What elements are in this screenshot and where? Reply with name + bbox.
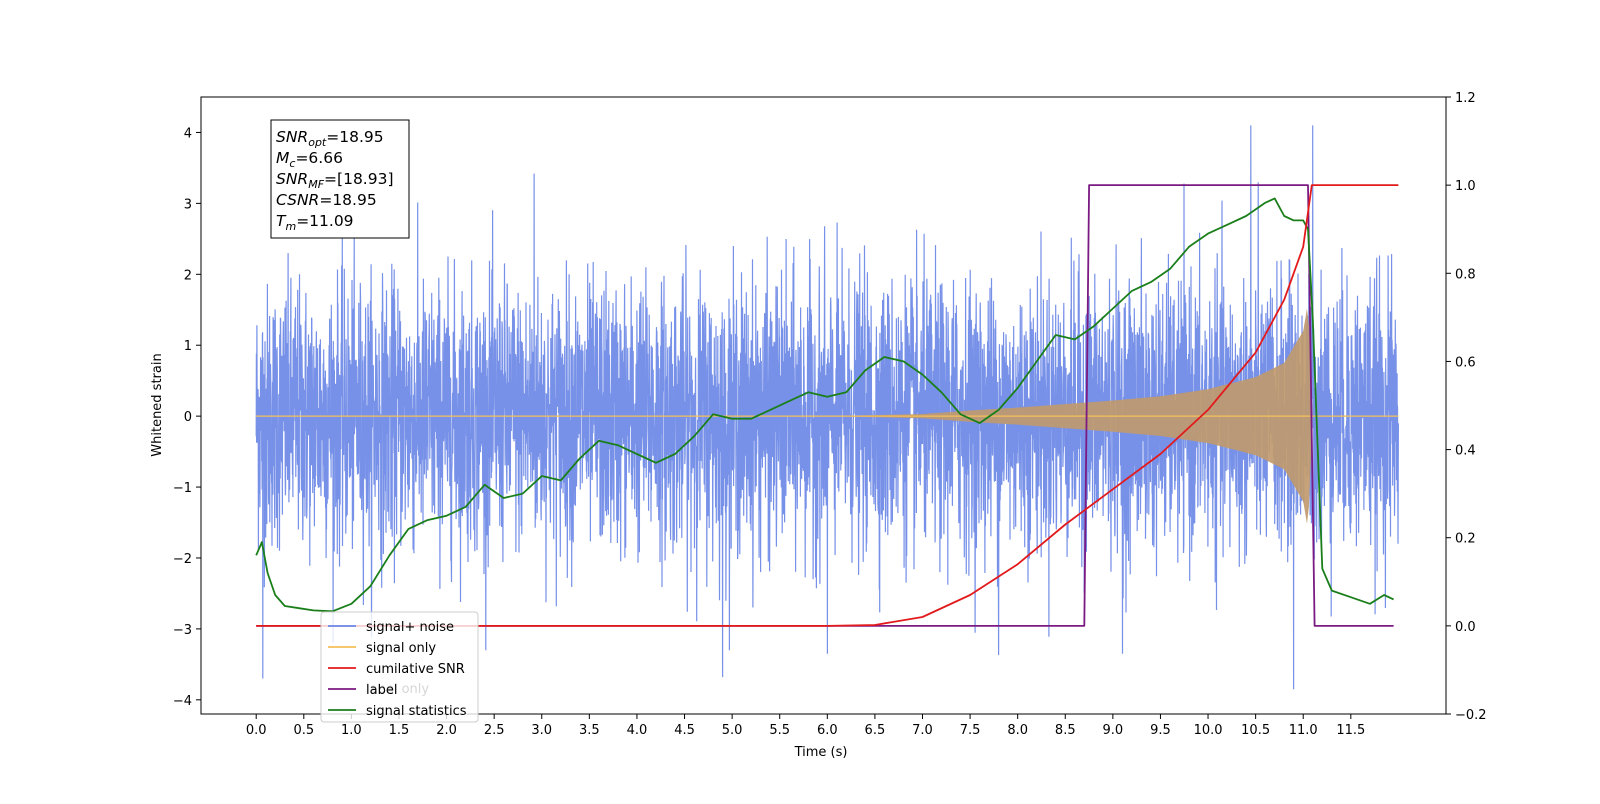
x-tick-label: 10.5 [1241,723,1270,738]
info-annotation-box: SNRopt=18.95Mc=6.66SNRMF=[18.93]CSNR=18.… [270,119,410,239]
series-signal-noise [255,125,1399,690]
legend-label: signal+ noise [366,620,454,635]
info-line: Mc=6.66 [276,149,343,170]
x-tick-label: 2.5 [484,723,505,738]
x-tick-label: 4.5 [674,723,695,738]
y-left-tick-label: 3 [184,197,192,212]
info-value: =6.66 [295,149,343,167]
info-line: SNRMF=[18.93] [276,170,394,191]
info-sub: c [289,157,295,170]
x-tick-label: 8.0 [1007,723,1028,738]
info-var: SNR [276,170,308,188]
x-tick-label: 6.5 [865,723,886,738]
info-var: T [276,212,287,230]
y-axis-label: Whitened strain [150,353,165,456]
info-value: =11.09 [296,212,353,230]
info-var: CSNR [276,191,319,209]
legend-label: signal statistics [366,704,467,719]
x-tick-label: 0.5 [293,723,314,738]
signal-statistics-line [255,197,1394,613]
cumilative-snr-line [256,184,1399,627]
x-tick-label: 1.5 [389,723,410,738]
x-tick-label: 3.0 [531,723,552,738]
y-right-tick-label: 0.2 [1455,532,1476,547]
legend-label: signal only [366,641,436,656]
x-tick-label: 0.0 [246,723,267,738]
y-left-tick-label: −2 [173,552,192,567]
legend-label: cumilative SNR [366,662,465,677]
y-left-tick-label: 0 [184,410,192,425]
x-tick-label: 10.0 [1194,723,1223,738]
y-right-tick-label: 0.0 [1455,620,1476,635]
x-tick-label: 7.5 [960,723,981,738]
x-tick-label: 7.0 [912,723,933,738]
info-sub: m [285,220,296,233]
info-var: SNR [276,128,308,146]
signal-noise-line [255,125,1399,690]
y-axis-right: −0.2 0.0 0.2 0.4 0.6 0.8 1.0 1.2 [1446,91,1487,723]
x-tick-label: 9.0 [1103,723,1124,738]
x-axis-label: Time (s) [794,745,848,760]
y-right-tick-label: 0.6 [1455,355,1476,370]
x-tick-label: 4.0 [627,723,648,738]
info-value: =18.95 [326,128,383,146]
x-tick-label: 6.0 [817,723,838,738]
x-axis: 0.0 0.5 1.0 1.5 2.0 2.5 3.0 3.5 4.0 4.5 5.0 5.5 6.0 6… [246,714,1365,738]
y-right-tick-label: 0.8 [1455,267,1476,282]
info-sub: MF [308,178,324,191]
y-left-tick-label: 2 [184,268,192,283]
x-tick-label: 5.0 [722,723,743,738]
legend-label: label [366,683,397,698]
y-axis-left: −4 −3 −2 −1 0 1 2 3 4 [173,126,201,709]
plot-frame [200,96,1447,715]
x-tick-label: 9.5 [1150,723,1171,738]
label-line [256,184,1394,627]
x-tick-label: 8.5 [1055,723,1076,738]
y-right-tick-label: 1.2 [1455,91,1476,106]
x-tick-label: 1.0 [341,723,362,738]
info-value: =18.95 [319,191,376,209]
y-left-tick-label: 1 [184,339,192,354]
y-left-tick-label: 4 [184,126,192,141]
info-value: =[18.93] [324,170,393,188]
y-left-tick-label: −3 [173,623,192,638]
legend: label only signal+ noise signal only cumila… [320,611,479,723]
info-line: SNRopt=18.95 [276,128,384,149]
info-sub: opt [308,136,327,149]
x-tick-label: 11.0 [1289,723,1318,738]
x-tick-label: 3.5 [579,723,600,738]
y-right-tick-label: −0.2 [1455,708,1487,723]
x-tick-label: 2.0 [436,723,457,738]
info-line: CSNR=18.95 [276,191,377,209]
x-tick-label: 11.5 [1336,723,1365,738]
x-tick-label: 5.5 [769,723,790,738]
info-var: M [276,149,289,167]
legend-overlap-text: label only [366,682,429,697]
right-axis-series [255,184,1399,627]
y-left-tick-label: −4 [173,694,192,709]
y-left-tick-label: −1 [173,481,192,496]
y-right-tick-label: 0.4 [1455,444,1476,459]
y-right-tick-label: 1.0 [1455,179,1476,194]
series-signal-only [256,308,1399,524]
info-line: Tm=11.09 [276,212,354,233]
